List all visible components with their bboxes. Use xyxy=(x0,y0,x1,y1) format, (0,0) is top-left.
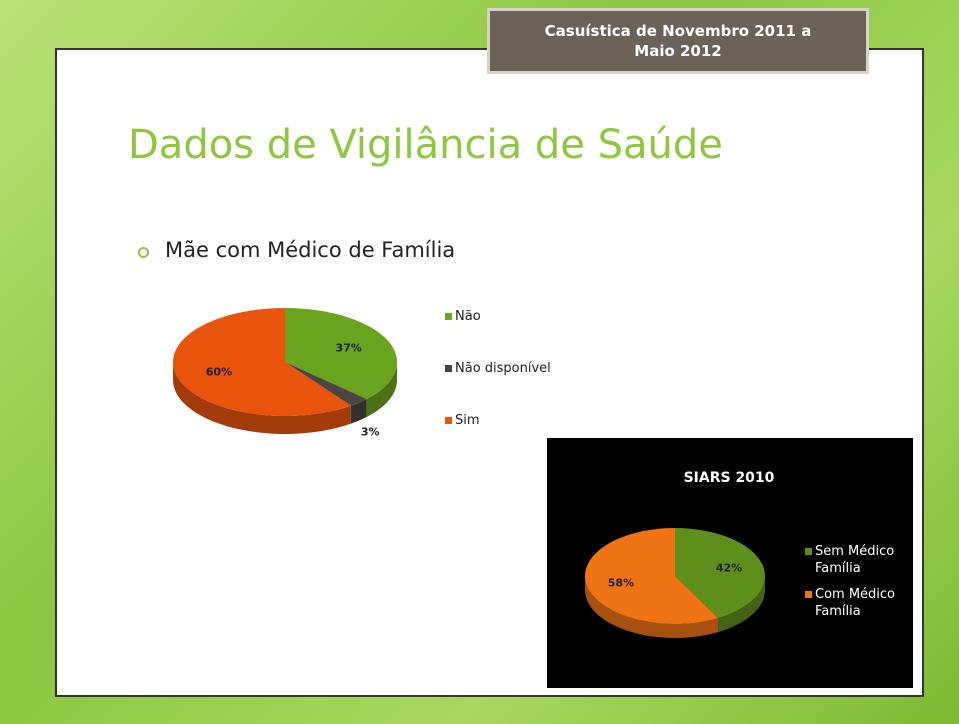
pie-slice xyxy=(285,308,397,417)
legend-swatch xyxy=(445,313,452,320)
legend-swatch xyxy=(445,365,452,372)
pie-slice xyxy=(285,362,367,424)
slice-top xyxy=(285,362,367,406)
slice-top xyxy=(285,308,397,399)
legend-label: Com Médico Família xyxy=(815,587,896,619)
legend-swatch xyxy=(445,417,452,424)
legend-label: Sem Médico Família xyxy=(815,544,895,576)
data-label: 3% xyxy=(361,426,380,439)
legend-label: Sim xyxy=(455,413,480,428)
pie-slice xyxy=(585,528,719,638)
legend-label: Não xyxy=(455,309,481,324)
data-label: 37% xyxy=(336,342,362,355)
badge: Casuística de Novembro 2011 a Maio 2012 xyxy=(487,8,869,74)
slice-side xyxy=(350,398,367,424)
slice-side xyxy=(718,576,765,633)
legend-label: Não disponível xyxy=(455,361,551,376)
pie-slice xyxy=(675,528,766,633)
legend-swatch xyxy=(805,548,812,555)
slice-top xyxy=(585,528,719,624)
data-label: 58% xyxy=(608,576,634,589)
slice-top xyxy=(675,528,766,619)
legend-swatch xyxy=(805,591,812,598)
slice-side xyxy=(585,576,719,638)
pie-slice xyxy=(172,308,351,434)
data-label: 42% xyxy=(716,562,742,575)
chart-title: SIARS 2010 xyxy=(684,470,775,486)
bullet-dot xyxy=(138,247,149,258)
data-label: 60% xyxy=(206,365,232,378)
bullet-text: Mãe com Médico de Família xyxy=(165,238,456,262)
slice-top xyxy=(172,308,351,417)
slice-side xyxy=(366,362,397,417)
slide-title: Dados de Vigilância de Saúde xyxy=(128,122,723,168)
slice-side xyxy=(173,362,351,434)
